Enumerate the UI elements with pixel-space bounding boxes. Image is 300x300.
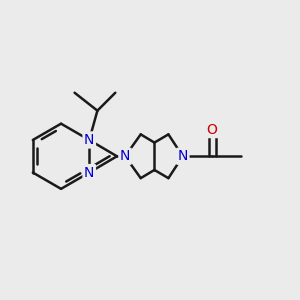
- Text: N: N: [84, 133, 94, 147]
- Text: N: N: [120, 149, 130, 163]
- Text: N: N: [84, 166, 94, 180]
- Text: N: N: [178, 149, 188, 163]
- Text: O: O: [207, 123, 218, 136]
